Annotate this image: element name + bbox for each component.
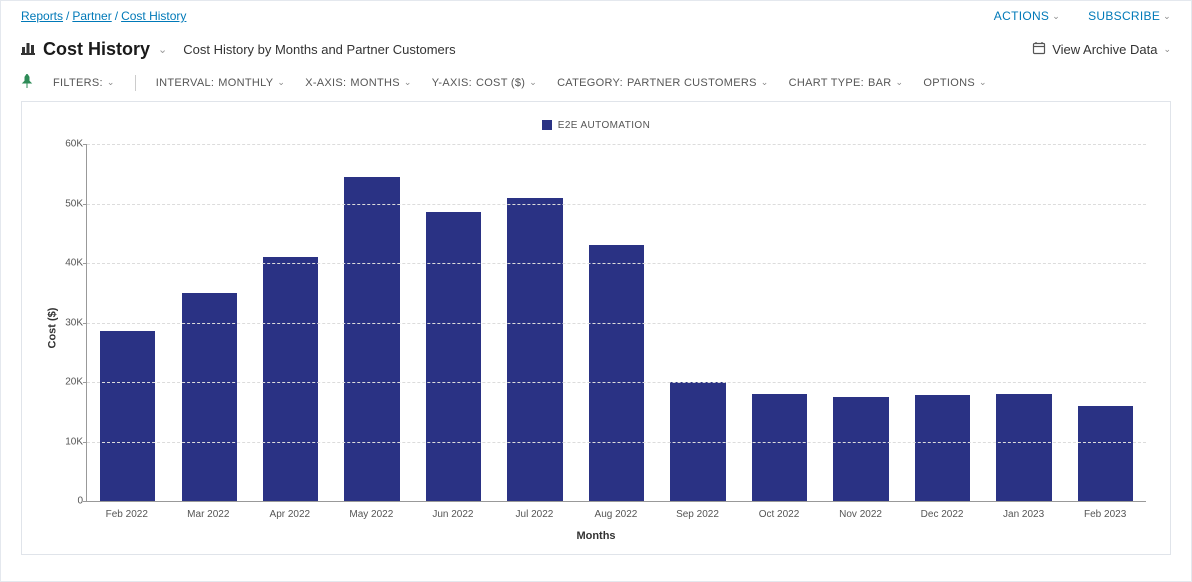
chart-bar[interactable] [507,198,562,501]
gridline [87,144,1146,145]
chevron-down-icon: ⌄ [1163,44,1171,55]
gridline [87,204,1146,205]
ytick-mark [83,144,87,145]
ytick-label: 0 [53,496,83,507]
gridline [87,382,1146,383]
title-dropdown[interactable]: ⌄ [158,43,167,56]
interval-dropdown[interactable]: INTERVAL: MONTHLY ⌄ [156,77,285,89]
chevron-down-icon: ⌄ [761,77,769,88]
chart-bar[interactable] [589,245,644,501]
ytick-label: 10K [53,436,83,447]
xaxis-title: Months [22,530,1170,542]
chevron-down-icon: ⌄ [979,77,987,88]
chart-bar[interactable] [915,395,970,501]
cost-history-chart: E2E AUTOMATION Cost ($) 010K20K30K40K50K… [21,101,1171,555]
chart-bar[interactable] [263,257,318,501]
ytick-label: 30K [53,317,83,328]
breadcrumb-partner[interactable]: Partner [72,9,111,23]
subscribe-dropdown[interactable]: SUBSCRIBE ⌄ [1088,9,1171,23]
filters-toolbar: FILTERS: ⌄ INTERVAL: MONTHLY ⌄ X-AXIS: M… [1,68,1191,101]
xtick-label: Apr 2022 [249,509,331,520]
ytick-mark [83,382,87,383]
divider [135,75,136,91]
ytick-mark [83,204,87,205]
chevron-down-icon: ⌄ [277,77,285,88]
page-title: Cost History [43,39,150,60]
ytick-mark [83,442,87,443]
charttype-dropdown[interactable]: CHART TYPE: BAR ⌄ [789,77,904,89]
bar-chart-icon [21,41,35,58]
pin-icon[interactable] [21,74,33,91]
chevron-down-icon: ⌄ [896,77,904,88]
xtick-label: May 2022 [331,509,413,520]
ytick-label: 60K [53,139,83,150]
xtick-label: Aug 2022 [575,509,657,520]
ytick-label: 40K [53,258,83,269]
chevron-down-icon: ⌄ [529,77,537,88]
ytick-mark [83,263,87,264]
chart-bar[interactable] [182,293,237,501]
xtick-label: Oct 2022 [738,509,820,520]
options-dropdown[interactable]: OPTIONS ⌄ [923,77,986,89]
xtick-label: Jan 2023 [983,509,1065,520]
legend-swatch [542,120,552,130]
xtick-label: Dec 2022 [901,509,983,520]
view-archive-button[interactable]: View Archive Data ⌄ [1032,41,1171,58]
calendar-icon [1032,41,1046,58]
chart-bar[interactable] [996,394,1051,501]
chart-bar[interactable] [752,394,807,501]
ytick-label: 20K [53,377,83,388]
chevron-down-icon: ⌄ [404,77,412,88]
xtick-label: Nov 2022 [820,509,902,520]
xtick-label: Jun 2022 [412,509,494,520]
chart-bar[interactable] [344,177,399,501]
gridline [87,442,1146,443]
breadcrumb: Reports/Partner/Cost History [21,9,186,23]
breadcrumb-cost-history[interactable]: Cost History [121,9,186,23]
chart-bar[interactable] [100,331,155,501]
chevron-down-icon: ⌄ [107,77,115,88]
ytick-mark [83,323,87,324]
chart-legend: E2E AUTOMATION [22,120,1170,131]
xtick-label: Sep 2022 [657,509,739,520]
page-subtitle: Cost History by Months and Partner Custo… [183,42,455,57]
xtick-label: Mar 2022 [168,509,250,520]
chevron-down-icon: ⌄ [1163,11,1171,22]
xtick-label: Jul 2022 [494,509,576,520]
chevron-down-icon: ⌄ [1052,11,1060,22]
actions-dropdown[interactable]: ACTIONS ⌄ [994,9,1060,23]
chart-bar[interactable] [833,397,888,501]
chart-bar[interactable] [426,212,481,501]
category-dropdown[interactable]: CATEGORY: PARTNER CUSTOMERS ⌄ [557,77,769,89]
ytick-mark [83,501,87,502]
ytick-label: 50K [53,198,83,209]
yaxis-title: Cost ($) [46,308,58,349]
breadcrumb-reports[interactable]: Reports [21,9,63,23]
chart-plot-area[interactable]: 010K20K30K40K50K60K [86,144,1146,502]
xaxis-dropdown[interactable]: X-AXIS: MONTHS ⌄ [305,77,412,89]
filters-dropdown[interactable]: FILTERS: ⌄ [53,77,115,89]
xtick-label: Feb 2023 [1064,509,1146,520]
gridline [87,323,1146,324]
yaxis-dropdown[interactable]: Y-AXIS: COST ($) ⌄ [432,77,537,89]
xtick-label: Feb 2022 [86,509,168,520]
chart-bar[interactable] [1078,406,1133,501]
gridline [87,263,1146,264]
